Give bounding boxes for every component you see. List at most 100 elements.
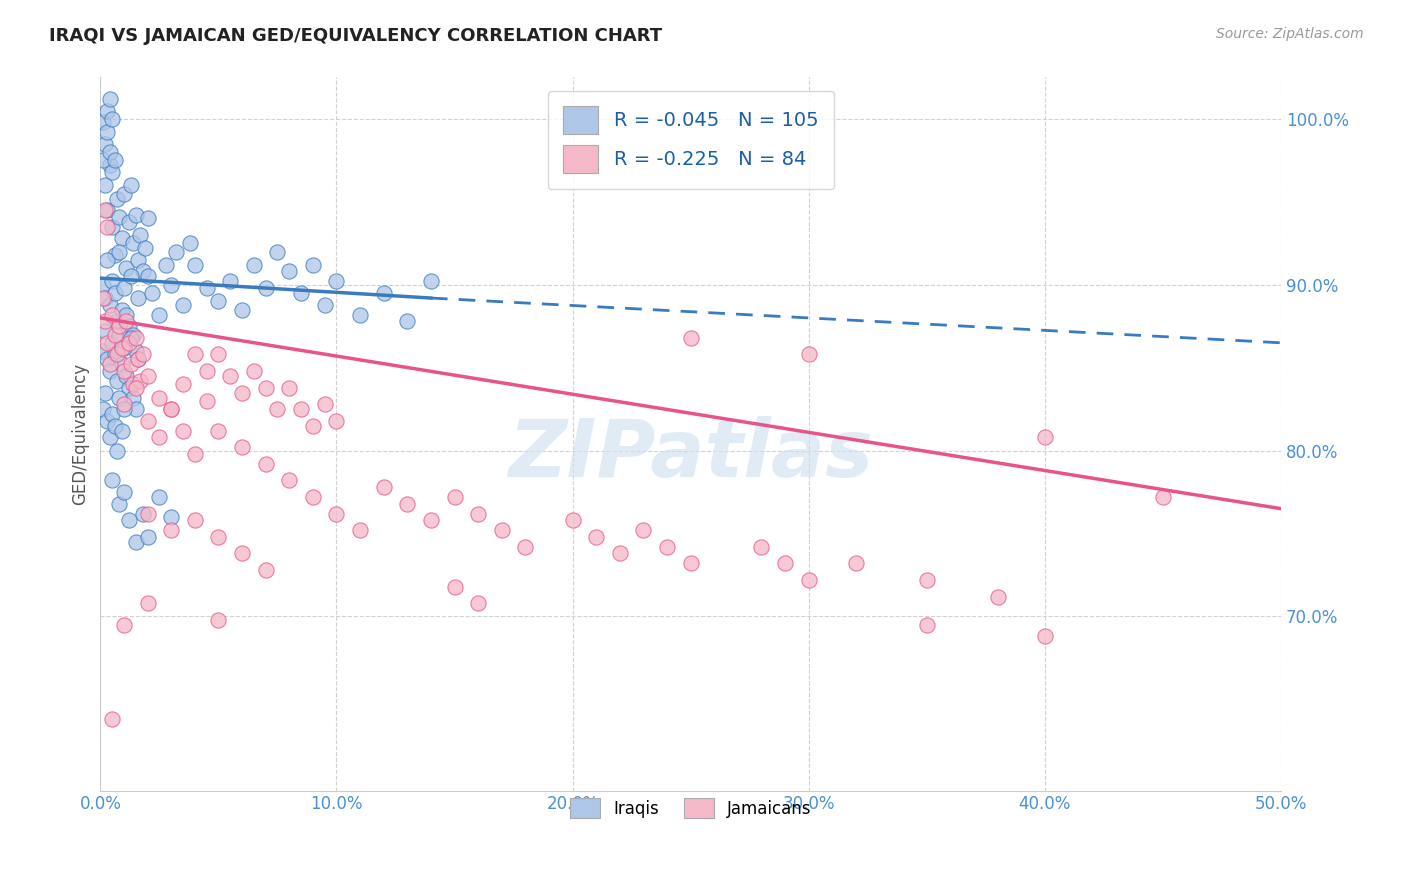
Point — [195, 364, 218, 378]
Point — [134, 241, 156, 255]
Point — [419, 275, 441, 289]
Point — [325, 507, 347, 521]
Point — [120, 331, 142, 345]
Point — [91, 115, 114, 129]
Point — [96, 252, 118, 267]
Point — [231, 440, 253, 454]
Point — [115, 308, 138, 322]
Point — [94, 203, 117, 218]
Point — [349, 308, 371, 322]
Point — [325, 414, 347, 428]
Point — [96, 203, 118, 218]
Point — [101, 407, 124, 421]
Point — [184, 258, 207, 272]
Point — [120, 357, 142, 371]
Point — [105, 443, 128, 458]
Point — [112, 364, 135, 378]
Point — [98, 298, 121, 312]
Point — [254, 457, 277, 471]
Point — [125, 331, 148, 345]
Point — [655, 540, 678, 554]
Point — [122, 236, 145, 251]
Point — [207, 424, 229, 438]
Point — [195, 281, 218, 295]
Point — [302, 418, 325, 433]
Point — [132, 347, 155, 361]
Point — [915, 573, 938, 587]
Point — [172, 424, 194, 438]
Point — [160, 402, 183, 417]
Point — [195, 393, 218, 408]
Point — [98, 430, 121, 444]
Point — [266, 244, 288, 259]
Point — [120, 178, 142, 193]
Point — [491, 523, 513, 537]
Point — [127, 352, 149, 367]
Point — [845, 557, 868, 571]
Point — [679, 557, 702, 571]
Point — [110, 341, 132, 355]
Point — [148, 308, 170, 322]
Point — [96, 103, 118, 118]
Point — [96, 125, 118, 139]
Point — [110, 231, 132, 245]
Point — [165, 244, 187, 259]
Point — [325, 275, 347, 289]
Point — [105, 374, 128, 388]
Point — [112, 485, 135, 500]
Point — [101, 712, 124, 726]
Point — [103, 418, 125, 433]
Point — [105, 314, 128, 328]
Point — [314, 298, 336, 312]
Point — [467, 596, 489, 610]
Point — [105, 347, 128, 361]
Point — [132, 507, 155, 521]
Point — [136, 596, 159, 610]
Point — [125, 381, 148, 395]
Point — [118, 335, 141, 350]
Point — [103, 153, 125, 168]
Point — [94, 136, 117, 151]
Point — [101, 308, 124, 322]
Point — [254, 281, 277, 295]
Point — [396, 314, 419, 328]
Point — [129, 374, 152, 388]
Point — [278, 264, 301, 278]
Point — [148, 391, 170, 405]
Point — [254, 381, 277, 395]
Point — [136, 507, 159, 521]
Point — [101, 474, 124, 488]
Point — [91, 153, 114, 168]
Point — [160, 523, 183, 537]
Point — [349, 523, 371, 537]
Point — [91, 402, 114, 417]
Point — [91, 291, 114, 305]
Point — [1152, 490, 1174, 504]
Point — [1033, 430, 1056, 444]
Point — [96, 414, 118, 428]
Point — [118, 513, 141, 527]
Point — [585, 530, 607, 544]
Point — [103, 286, 125, 301]
Point — [103, 248, 125, 262]
Text: Source: ZipAtlas.com: Source: ZipAtlas.com — [1216, 27, 1364, 41]
Point — [103, 327, 125, 342]
Point — [155, 258, 177, 272]
Point — [125, 344, 148, 359]
Point — [987, 590, 1010, 604]
Point — [254, 563, 277, 577]
Text: IRAQI VS JAMAICAN GED/EQUIVALENCY CORRELATION CHART: IRAQI VS JAMAICAN GED/EQUIVALENCY CORREL… — [49, 27, 662, 45]
Point — [797, 347, 820, 361]
Point — [373, 286, 395, 301]
Point — [122, 391, 145, 405]
Point — [443, 580, 465, 594]
Point — [112, 341, 135, 355]
Point — [443, 490, 465, 504]
Point — [115, 314, 138, 328]
Point — [127, 252, 149, 267]
Point — [98, 364, 121, 378]
Point — [278, 381, 301, 395]
Point — [118, 215, 141, 229]
Point — [132, 264, 155, 278]
Point — [396, 497, 419, 511]
